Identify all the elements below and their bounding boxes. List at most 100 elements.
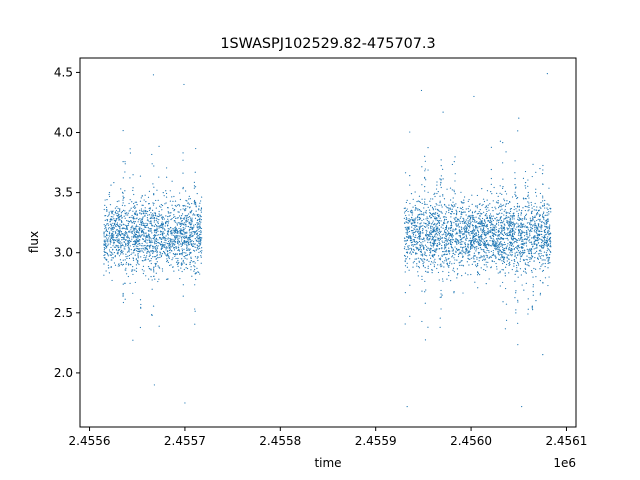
scatter-point bbox=[173, 249, 176, 251]
scatter-point bbox=[122, 202, 124, 204]
scatter-point bbox=[524, 185, 526, 187]
scatter-point bbox=[140, 250, 142, 252]
scatter-point bbox=[190, 228, 192, 230]
scatter-point bbox=[192, 243, 195, 245]
scatter-point bbox=[438, 240, 440, 242]
scatter-point bbox=[532, 219, 534, 221]
scatter-point bbox=[170, 212, 172, 214]
scatter-point bbox=[157, 265, 159, 267]
scatter-point bbox=[188, 213, 190, 215]
scatter-point bbox=[421, 219, 423, 222]
scatter-point bbox=[155, 264, 157, 266]
scatter-point bbox=[190, 210, 192, 213]
scatter-point bbox=[128, 231, 130, 233]
scatter-point bbox=[184, 402, 186, 404]
scatter-point bbox=[541, 247, 543, 249]
scatter-point bbox=[140, 248, 142, 250]
scatter-point bbox=[487, 230, 489, 233]
scatter-point bbox=[164, 236, 166, 238]
scatter-point bbox=[431, 269, 434, 271]
scatter-point bbox=[436, 223, 438, 225]
scatter-point bbox=[142, 211, 144, 213]
scatter-point bbox=[111, 219, 113, 221]
scatter-point bbox=[152, 214, 155, 216]
scatter-point bbox=[145, 209, 147, 212]
scatter-point bbox=[531, 218, 534, 220]
scatter-point bbox=[542, 244, 544, 246]
scatter-point bbox=[140, 219, 142, 221]
scatter-point bbox=[115, 209, 118, 212]
scatter-point bbox=[484, 225, 486, 227]
scatter-point bbox=[458, 235, 460, 237]
scatter-point bbox=[141, 220, 144, 223]
scatter-point bbox=[503, 210, 505, 212]
scatter-point bbox=[482, 243, 485, 245]
scatter-point bbox=[546, 226, 548, 228]
scatter-point bbox=[469, 223, 472, 225]
scatter-point bbox=[424, 291, 426, 293]
scatter-point bbox=[105, 245, 108, 248]
scatter-point bbox=[153, 271, 155, 273]
scatter-point bbox=[509, 224, 512, 226]
scatter-point bbox=[514, 297, 516, 299]
scatter-point bbox=[154, 265, 157, 267]
scatter-point bbox=[106, 247, 108, 249]
scatter-point bbox=[471, 220, 473, 222]
scatter-point bbox=[119, 225, 121, 227]
scatter-point bbox=[422, 260, 424, 262]
scatter-point bbox=[145, 232, 147, 234]
scatter-point bbox=[501, 233, 504, 235]
scatter-point bbox=[108, 249, 111, 251]
scatter-point bbox=[127, 212, 129, 214]
scatter-point bbox=[107, 215, 109, 217]
scatter-point bbox=[153, 251, 155, 253]
scatter-point bbox=[495, 201, 498, 203]
scatter-point bbox=[132, 189, 134, 192]
scatter-point bbox=[491, 240, 494, 243]
scatter-point bbox=[160, 246, 163, 248]
scatter-point bbox=[523, 244, 525, 246]
scatter-point bbox=[419, 246, 421, 248]
scatter-point bbox=[533, 260, 535, 262]
scatter-point bbox=[547, 220, 549, 222]
scatter-point bbox=[181, 252, 183, 255]
scatter-point bbox=[473, 218, 475, 220]
scatter-point bbox=[145, 275, 147, 277]
scatter-point bbox=[547, 256, 549, 259]
scatter-point bbox=[199, 214, 201, 216]
scatter-point bbox=[155, 258, 157, 260]
scatter-point bbox=[430, 261, 433, 263]
scatter-point bbox=[133, 193, 135, 196]
scatter-point bbox=[136, 235, 139, 237]
scatter-point bbox=[528, 221, 530, 224]
scatter-point bbox=[534, 252, 537, 254]
scatter-point bbox=[435, 213, 437, 215]
scatter-point bbox=[517, 214, 520, 217]
scatter-point bbox=[174, 230, 176, 233]
scatter-point bbox=[191, 202, 193, 205]
scatter-point bbox=[132, 259, 135, 261]
scatter-point bbox=[170, 240, 172, 242]
scatter-point bbox=[200, 255, 202, 257]
scatter-point bbox=[538, 234, 541, 237]
scatter-point bbox=[406, 232, 408, 234]
scatter-point bbox=[194, 266, 196, 268]
scatter-point bbox=[175, 205, 177, 208]
scatter-point bbox=[495, 256, 497, 258]
x-tick-label: 2.4561 bbox=[545, 434, 587, 448]
scatter-point bbox=[107, 255, 109, 257]
scatter-point bbox=[119, 241, 121, 243]
scatter-point bbox=[167, 224, 169, 226]
scatter-point bbox=[182, 159, 184, 161]
scatter-point bbox=[425, 255, 428, 257]
scatter-point bbox=[178, 232, 180, 234]
scatter-point bbox=[485, 236, 487, 239]
scatter-point bbox=[178, 215, 181, 217]
scatter-point bbox=[141, 195, 143, 197]
scatter-point bbox=[198, 208, 200, 210]
scatter-point bbox=[475, 221, 477, 223]
scatter-point bbox=[460, 208, 462, 210]
scatter-point bbox=[107, 261, 109, 263]
scatter-point bbox=[457, 218, 459, 220]
scatter-point bbox=[483, 200, 486, 203]
